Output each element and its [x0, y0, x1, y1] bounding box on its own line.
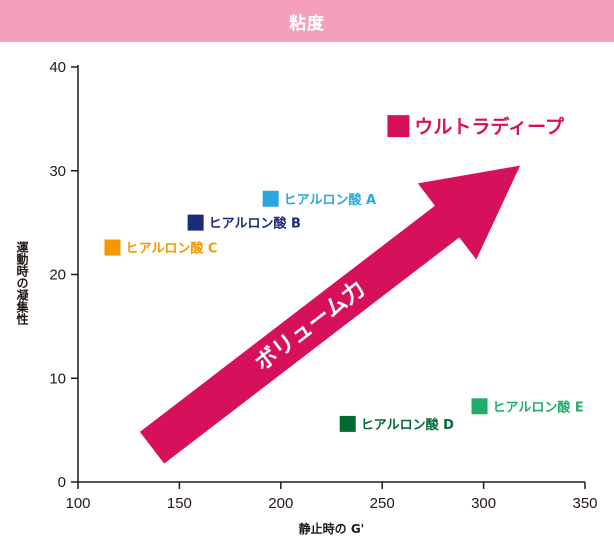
y-tick-label: 30 — [49, 163, 66, 180]
data-points: ヒアルロン酸 A ヒアルロン酸 B ヒアルロン酸 C ヒアルロン酸 D ヒアルロン酸 E… — [104, 115, 584, 433]
x-tick-label: 300 — [471, 495, 496, 512]
data-point-marker — [387, 115, 410, 138]
volume-arrow-annotation: ボリューム力 — [139, 165, 521, 464]
data-point-marker — [471, 398, 488, 415]
y-axis-title: 運動時の凝集性 — [15, 241, 29, 326]
data-point-marker — [262, 190, 279, 207]
y-tick-label: 0 — [58, 474, 66, 491]
x-tick-label: 250 — [370, 495, 395, 512]
data-point-label: ウルトラディープ — [414, 115, 565, 138]
volume-arrow — [139, 165, 521, 464]
x-tick-label: 350 — [572, 495, 597, 512]
data-point-label: ヒアルロン酸 A — [284, 192, 376, 208]
y-tick-label: 40 — [49, 59, 66, 76]
x-axis-title: 静止時の G' — [299, 521, 365, 536]
volume-arrow-label: ボリューム力 — [251, 277, 370, 377]
data-point-label: ヒアルロン酸 E — [493, 399, 584, 415]
data-point-marker — [339, 415, 356, 432]
y-tick-label: 10 — [49, 370, 66, 387]
data-point-marker — [187, 214, 204, 231]
chart-title: 粘度 — [289, 13, 325, 34]
x-tick-label: 100 — [65, 495, 90, 512]
axes: 0 10 20 30 40 100 150 200 250 300 350 静止時の G' 運動時の凝集… — [15, 59, 598, 536]
data-point-label: ヒアルロン酸 B — [209, 216, 301, 232]
x-tick-label: 150 — [167, 495, 192, 512]
data-point-label: ヒアルロン酸 D — [361, 417, 454, 433]
y-tick-label: 20 — [49, 267, 66, 284]
data-point-label: ヒアルロン酸 C — [125, 241, 217, 257]
x-tick-label: 200 — [268, 495, 293, 512]
data-point-marker — [104, 239, 121, 256]
chart-title-bar: 粘度 — [0, 0, 614, 42]
